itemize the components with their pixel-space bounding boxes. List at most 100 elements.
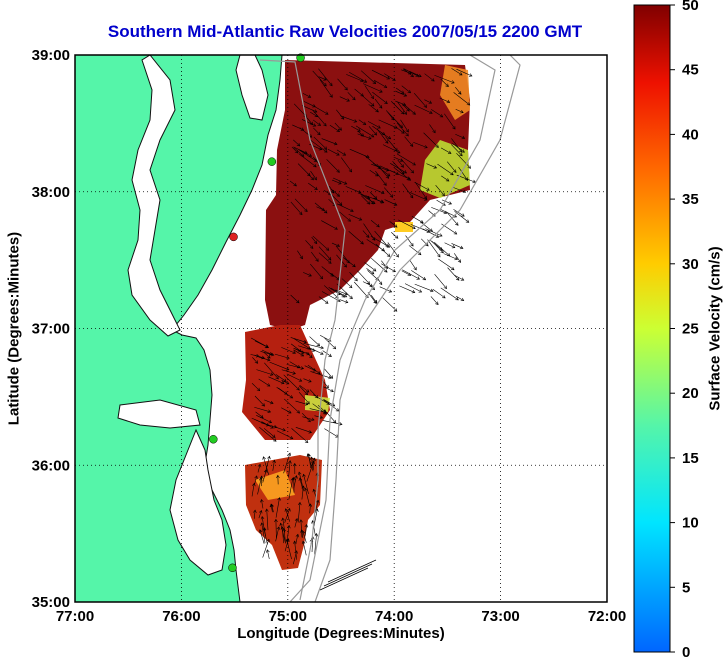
velocity-arrow-head: [416, 276, 420, 280]
isobath-contour: [314, 55, 521, 602]
velocity-arrow-head: [381, 190, 385, 195]
velocity-arrow: [361, 94, 375, 107]
velocity-arrow-head: [315, 499, 320, 504]
velocity-arrow-head: [294, 550, 298, 554]
velocity-arrow: [369, 192, 377, 200]
velocity-arrow: [318, 246, 332, 261]
velocity-arrow-head: [273, 438, 277, 442]
velocity-arrow: [261, 522, 266, 544]
velocity-arrow-head: [459, 245, 464, 250]
velocity-arrow-head: [318, 147, 323, 151]
velocity-arrow-head: [407, 272, 412, 276]
velocity-arrow-head: [451, 266, 455, 271]
velocity-arrow: [300, 519, 303, 538]
velocity-arrow: [367, 283, 375, 290]
land-mass: [75, 55, 283, 602]
colorbar: [633, 4, 671, 653]
x-tick-label: 76:00: [162, 608, 200, 625]
velocity-arrow: [413, 92, 427, 108]
delaware-bay: [235, 55, 269, 121]
velocity-arrow: [301, 119, 316, 127]
velocity-arrow-head: [341, 294, 346, 298]
velocity-arrow: [373, 79, 387, 88]
velocity-arrow-head: [281, 517, 285, 521]
velocity-arrow-head: [253, 509, 257, 513]
velocity-arrow-head: [366, 280, 370, 285]
velocity-arrow-head: [372, 268, 377, 272]
velocity-arrow: [408, 245, 422, 255]
velocity-arrow-head: [311, 417, 315, 422]
velocity-arrow-head: [368, 136, 372, 140]
velocity-arrow-head: [428, 100, 433, 104]
velocity-arrow: [310, 263, 323, 280]
velocity-arrow: [293, 139, 300, 147]
velocity-arrow: [355, 125, 374, 138]
velocity-arrow: [299, 385, 308, 395]
velocity-arrow: [318, 296, 329, 304]
velocity-arrow: [414, 104, 433, 114]
velocity-arrow-head: [383, 84, 388, 88]
velocity-arrow-head: [344, 86, 348, 91]
velocity-arrow-head: [409, 143, 414, 147]
velocity-arrow: [297, 250, 303, 259]
velocity-arrow: [295, 400, 308, 405]
velocity-arrow-head: [411, 289, 416, 294]
velocity-arrow-head: [266, 357, 271, 362]
velocity-arrow: [458, 166, 468, 181]
velocity-arrow: [426, 163, 437, 169]
velocity-arrow-head: [423, 195, 427, 200]
y-tick-label: 36:00: [32, 457, 70, 474]
velocity-arrow-head: [375, 109, 379, 113]
velocity-arrow-head: [455, 297, 459, 301]
velocity-arrow: [357, 270, 370, 285]
velocity-arrow: [303, 474, 309, 495]
velocity-arrow-head: [344, 300, 349, 304]
velocity-arrow-head: [406, 108, 410, 112]
velocity-arrow: [414, 181, 427, 200]
velocity-arrow: [293, 103, 307, 117]
velocity-arrow-head: [410, 169, 414, 174]
velocity-arrow-head: [287, 452, 292, 457]
velocity-arrow-head: [323, 146, 328, 150]
velocity-arrow: [362, 230, 370, 238]
velocity-arrow-head: [273, 424, 278, 429]
velocity-arrow: [409, 192, 428, 201]
velocity-arrow-head: [263, 469, 268, 473]
velocity-arrow-head: [336, 128, 340, 132]
velocity-arrow-head: [323, 122, 327, 127]
velocity-arrow: [371, 257, 388, 273]
velocity-arrow: [453, 253, 461, 263]
velocity-arrow-head: [405, 132, 409, 137]
velocity-arrow: [340, 115, 357, 123]
velocity-arrow-head: [426, 187, 430, 191]
colorbar-ticks: 0 5 10 15 20 25 30 35 40 45 50: [670, 0, 699, 659]
velocity-arrow-head: [316, 342, 321, 347]
velocity-arrow-head: [413, 266, 417, 271]
velocity-arrow: [255, 411, 264, 419]
velocity-arrow: [349, 272, 358, 282]
velocity-arrow: [323, 368, 333, 379]
velocity-arrow: [409, 260, 417, 271]
velocity-arrow: [318, 252, 332, 264]
velocity-arrow: [258, 378, 270, 387]
velocity-arrow-head: [280, 380, 285, 385]
velocity-arrow: [364, 85, 374, 99]
velocity-arrow-head: [290, 477, 295, 481]
velocity-arrow: [263, 456, 270, 475]
velocity-arrow-head: [389, 194, 394, 198]
velocity-arrow: [348, 231, 364, 245]
velocity-arrow: [395, 87, 405, 94]
velocity-arrow-head: [301, 540, 306, 545]
velocity-arrow-head: [276, 526, 281, 530]
velocity-arrow: [360, 193, 370, 199]
velocity-arrow: [323, 386, 334, 392]
velocity-arrow-head: [297, 471, 302, 476]
velocity-arrow-head: [339, 422, 343, 426]
velocity-arrow-head: [287, 508, 291, 512]
velocity-arrow-head: [282, 428, 286, 432]
velocity-arrow-head: [284, 391, 288, 395]
velocity-arrow: [299, 477, 304, 492]
colorbar-tick-label: 5: [682, 579, 690, 596]
velocity-arrow-head: [369, 283, 374, 287]
velocity-arrow-head: [309, 245, 314, 249]
